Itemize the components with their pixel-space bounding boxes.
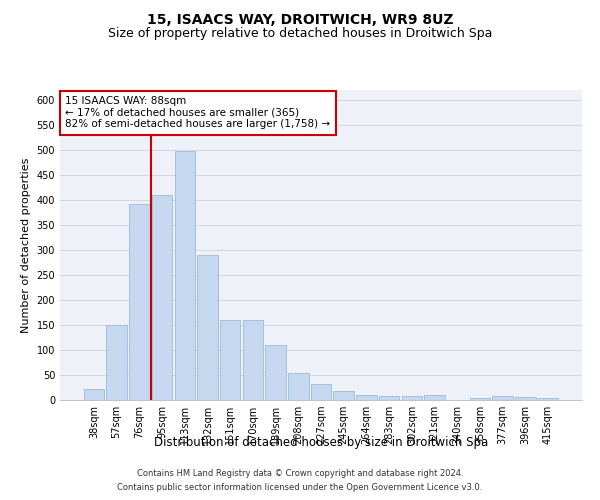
Bar [356,395,377,400]
Bar [197,255,218,400]
Bar [84,388,104,400]
Text: Contains public sector information licensed under the Open Government Licence v3: Contains public sector information licen… [118,484,482,492]
Bar [334,391,354,400]
Text: 15 ISAACS WAY: 88sqm
← 17% of detached houses are smaller (365)
82% of semi-deta: 15 ISAACS WAY: 88sqm ← 17% of detached h… [65,96,331,130]
Bar [220,320,241,400]
Bar [152,195,172,400]
Bar [175,152,195,400]
Bar [106,325,127,400]
Text: Contains HM Land Registry data © Crown copyright and database right 2024.: Contains HM Land Registry data © Crown c… [137,468,463,477]
Y-axis label: Number of detached properties: Number of detached properties [21,158,31,332]
Bar [424,395,445,400]
Text: 15, ISAACS WAY, DROITWICH, WR9 8UZ: 15, ISAACS WAY, DROITWICH, WR9 8UZ [147,12,453,26]
Bar [288,372,308,400]
Bar [401,396,422,400]
Bar [470,398,490,400]
Bar [265,345,286,400]
Bar [379,396,400,400]
Text: Size of property relative to detached houses in Droitwich Spa: Size of property relative to detached ho… [108,28,492,40]
Bar [515,396,536,400]
Bar [311,384,331,400]
Text: Distribution of detached houses by size in Droitwich Spa: Distribution of detached houses by size … [154,436,488,449]
Bar [538,398,558,400]
Bar [129,204,149,400]
Bar [493,396,513,400]
Bar [242,320,263,400]
